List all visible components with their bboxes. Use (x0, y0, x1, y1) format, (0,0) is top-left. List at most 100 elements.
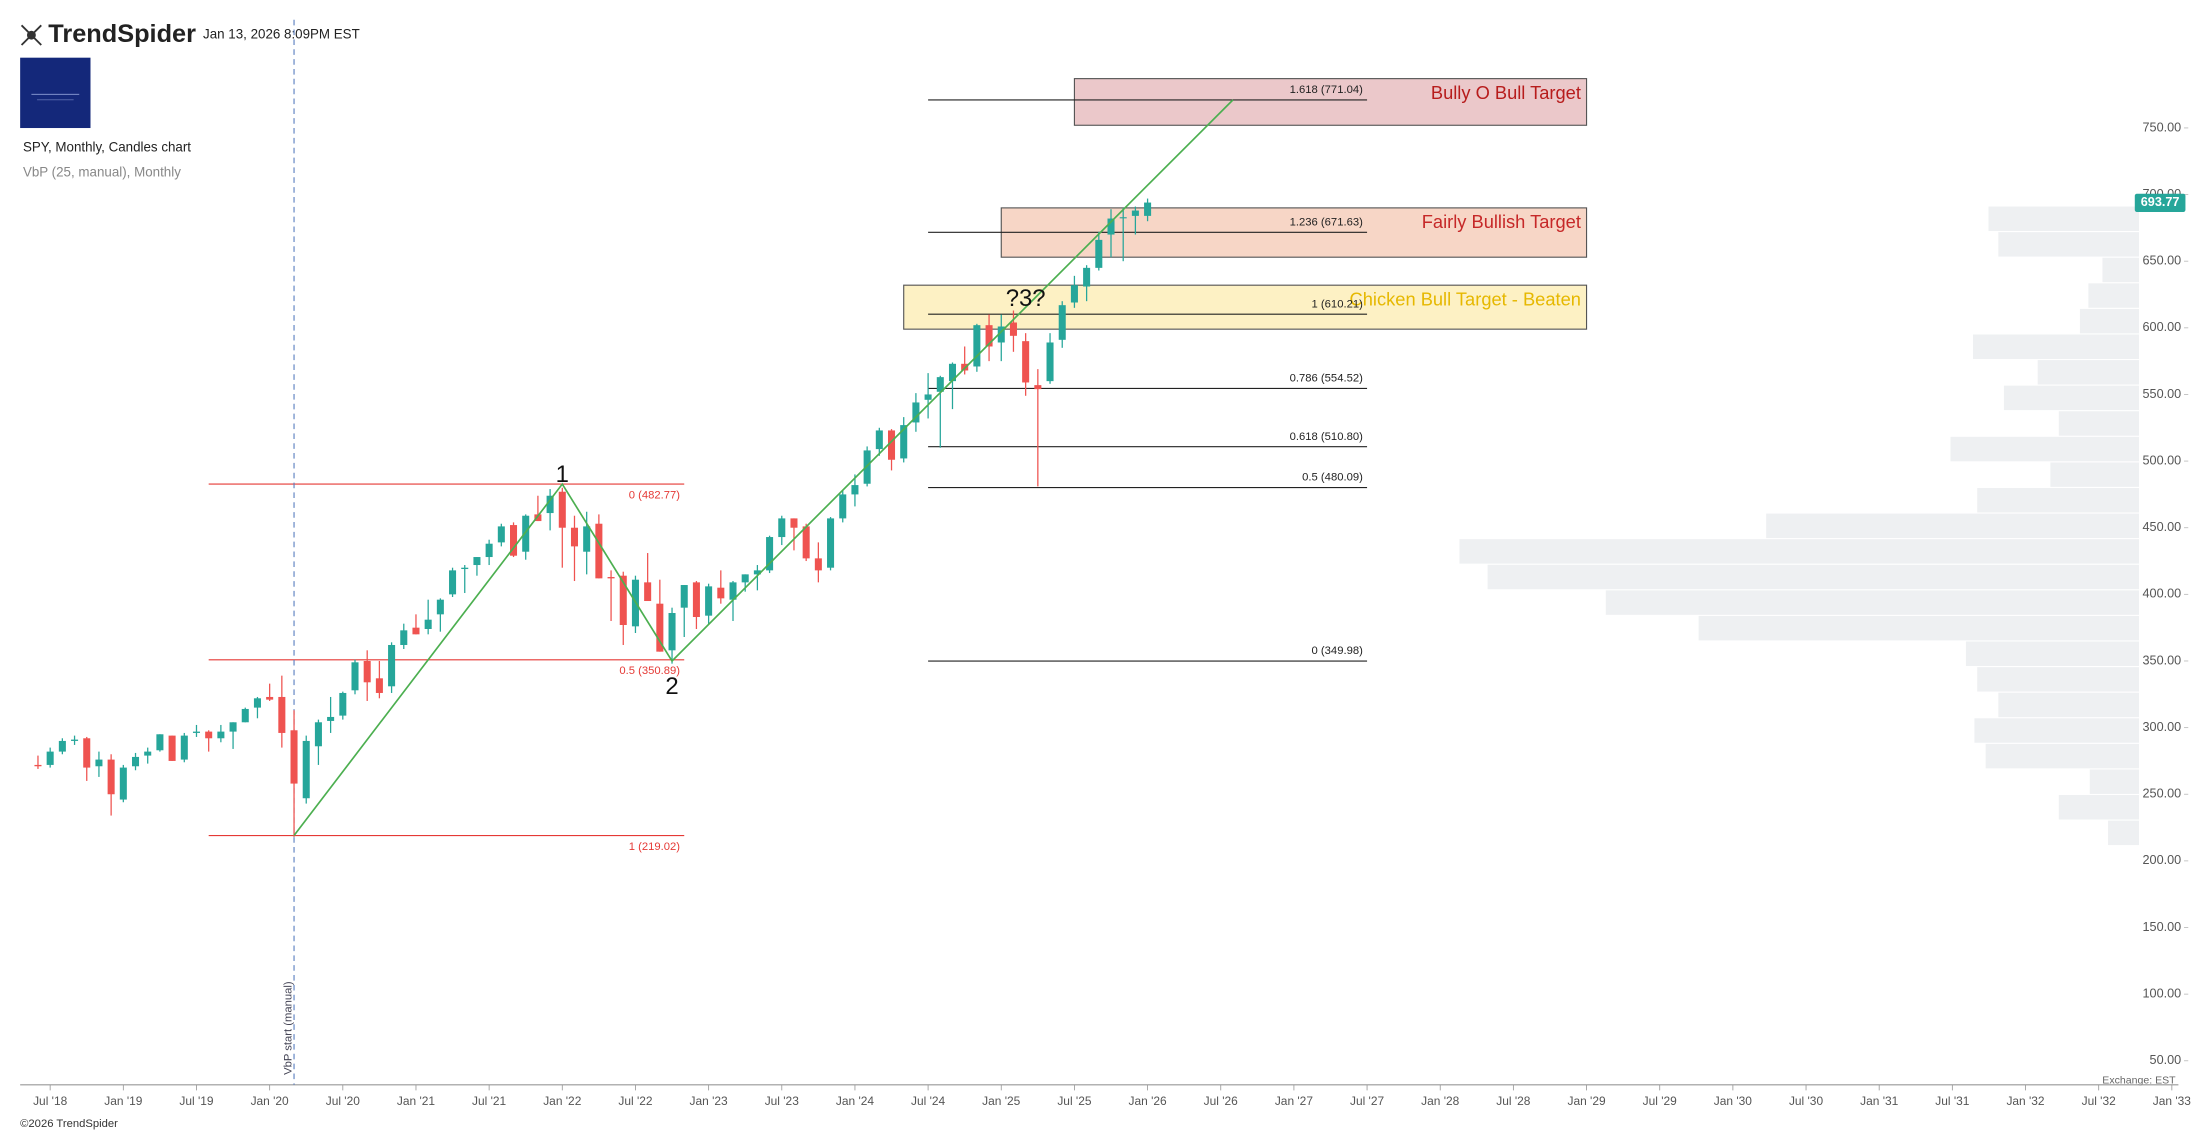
candle-body (583, 526, 591, 552)
candle-body (497, 526, 505, 543)
volume-profile-bar (1974, 718, 2140, 743)
x-tick-label: Jul '28 (1496, 1094, 1530, 1108)
y-tick-label: 550.00 (2143, 387, 2182, 401)
wave-label: 2 (665, 673, 678, 700)
x-tick-label: Jul '29 (1643, 1094, 1677, 1108)
timestamp: Jan 13, 2026 8:09PM EST (203, 27, 360, 42)
y-tick-label: 750.00 (2143, 120, 2182, 134)
fib-label: 0.5 (350.89) (619, 665, 680, 677)
candle-body (375, 678, 383, 693)
candle-body (217, 731, 225, 739)
x-tick-label: Jul '32 (2082, 1094, 2116, 1108)
volume-profile-bar (2003, 385, 2140, 411)
candle-body (997, 326, 1005, 343)
candle-body (302, 740, 310, 799)
fib-label: 0 (482.77) (629, 489, 681, 501)
x-tick-label: Jan '30 (1714, 1094, 1752, 1108)
indicator-label: VbP (25, manual), Monthly (23, 165, 181, 180)
brand: TrendSpider (48, 20, 196, 48)
candle-body (485, 543, 493, 558)
volume-profile-bar (1977, 667, 2140, 692)
fib-label: 0.786 (554.52) (1290, 373, 1363, 385)
candle-body (1107, 218, 1115, 235)
volume-profile-bar (1998, 692, 2140, 718)
candle-body (863, 450, 871, 484)
candle-body (34, 764, 42, 767)
symbol-logo (20, 57, 91, 129)
x-tick-label: Jul '26 (1204, 1094, 1238, 1108)
target-zone (1073, 78, 1588, 126)
y-tick-label: 150.00 (2143, 920, 2182, 934)
x-tick-label: Jan '27 (1275, 1094, 1313, 1108)
candle-body (253, 698, 261, 708)
candle-body (461, 567, 469, 570)
candle-body (144, 751, 152, 756)
zone-label: Fairly Bullish Target (1422, 211, 1581, 232)
zone-label: Bully O Bull Target (1431, 82, 1581, 103)
volume-profile-bar (1977, 488, 2140, 513)
volume-profile-bar (1605, 590, 2140, 615)
volume-profile-bar (2079, 308, 2140, 334)
volume-profile-bar (1965, 641, 2140, 666)
candle-body (692, 582, 700, 618)
volume-profile-bar (2037, 360, 2140, 385)
candle-body (973, 325, 981, 367)
candle-body (327, 716, 335, 721)
candle-body (363, 660, 371, 683)
candle-body (1009, 322, 1017, 336)
x-tick-label: Jul '23 (765, 1094, 799, 1108)
x-tick-label: Jul '27 (1350, 1094, 1384, 1108)
y-tick-label: 650.00 (2143, 254, 2182, 268)
logo: TrendSpider Jan 13, 2026 8:09PM EST (20, 20, 360, 129)
volume-profile-bar (2050, 462, 2140, 487)
y-tick-label: 350.00 (2143, 653, 2182, 667)
candle-body (1095, 239, 1103, 268)
x-tick-label: Jul '22 (618, 1094, 652, 1108)
x-tick-label: Jan '26 (1129, 1094, 1167, 1108)
candle-body (1058, 305, 1066, 340)
fib-label: 1.236 (671.63) (1290, 216, 1363, 228)
y-tick-label: 250.00 (2143, 787, 2182, 801)
candle-body (827, 518, 835, 568)
x-tick-label: Jan '21 (397, 1094, 435, 1108)
candle-body (156, 734, 164, 751)
candle-body (351, 662, 359, 691)
candle-body (266, 696, 274, 700)
x-tick-label: Jan '25 (982, 1094, 1020, 1108)
x-tick-label: Jul '21 (472, 1094, 506, 1108)
x-tick-label: Jan '20 (251, 1094, 289, 1108)
last-price-box (2134, 193, 2186, 213)
candle-body (656, 603, 664, 652)
candle-body (522, 515, 530, 552)
wave-label: 1 (556, 461, 569, 488)
volume-profile-bar (2108, 820, 2140, 846)
candle-body (229, 722, 237, 732)
y-tick-label: 100.00 (2143, 986, 2182, 1000)
candle-body (924, 394, 932, 400)
candle-body (729, 582, 737, 600)
vbp-start-label: VbP start (manual) (282, 981, 294, 1075)
fib-label: 0 (349.98) (1312, 645, 1364, 657)
y-tick-label: 450.00 (2143, 520, 2182, 534)
candle-body (510, 525, 518, 556)
y-tick-label: 200.00 (2143, 853, 2182, 867)
candle-body (607, 577, 615, 579)
candle-body (851, 485, 859, 495)
candle-body (168, 735, 176, 761)
candle-body (436, 599, 444, 615)
volume-profile-bar (1950, 436, 2140, 462)
candle-body (290, 730, 298, 784)
candle-body (875, 430, 883, 450)
candle-body (534, 514, 542, 522)
fib-label: 0.618 (510.80) (1290, 431, 1363, 443)
volume-profile-bar (1766, 513, 2140, 539)
x-tick-label: Jul '25 (1057, 1094, 1091, 1108)
x-tick-label: Jul '19 (179, 1094, 213, 1108)
volume-profile-bar (2058, 411, 2140, 436)
candle-body (119, 767, 127, 800)
candle-body (570, 527, 579, 547)
y-tick-label: 50.00 (2150, 1053, 2182, 1067)
volume-profile-bar (1487, 564, 2140, 590)
candle-body (839, 494, 847, 519)
